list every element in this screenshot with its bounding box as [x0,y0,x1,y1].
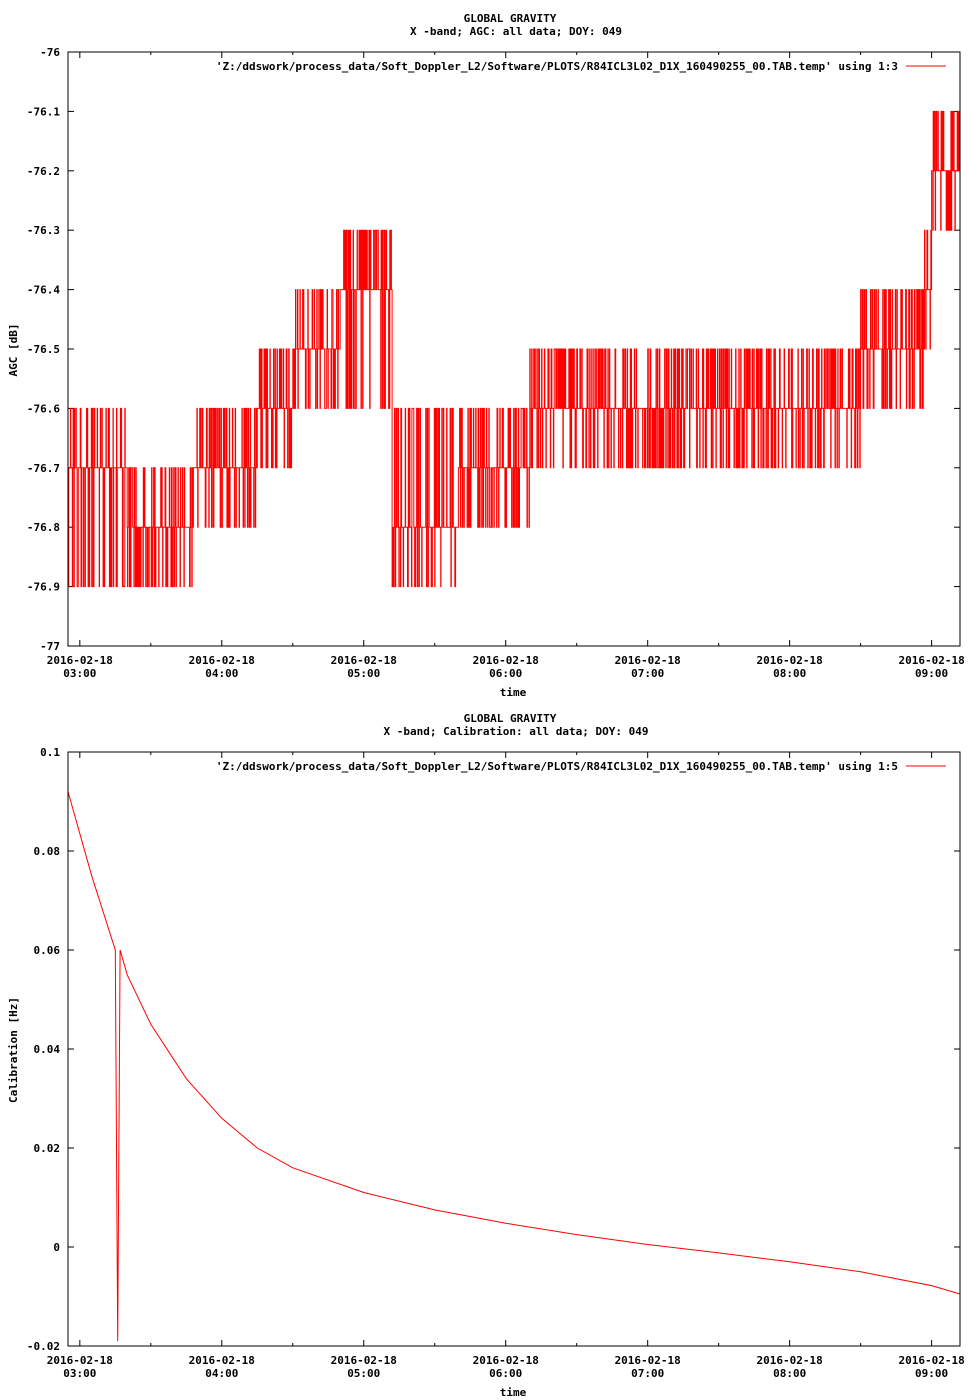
chart-agc-xtick-date: 2016-02-18 [189,654,255,667]
chart-cal-xtick-date: 2016-02-18 [473,1354,539,1367]
chart-agc-legend: 'Z:/ddswork/process_data/Soft_Doppler_L2… [216,60,946,73]
chart-agc-xtick-time: 09:00 [915,667,948,680]
chart-agc-xtick-time: 05:00 [347,667,380,680]
chart-agc-ytick-label: -76.7 [27,462,60,475]
chart-cal-xtick-date: 2016-02-18 [331,1354,397,1367]
chart-cal-ytick-label: 0 [53,1241,60,1254]
chart-cal-subtitle: X -band; Calibration: all data; DOY: 049 [384,725,649,738]
chart-cal-ytick-label: 0.02 [34,1142,61,1155]
chart-agc-ytick-label: -76.2 [27,165,60,178]
chart-calibration: GLOBAL GRAVITY X -band; Calibration: all… [7,712,965,1399]
chart-cal-xtick-date: 2016-02-18 [898,1354,964,1367]
chart-agc: GLOBAL GRAVITY X -band; AGC: all data; D… [7,12,965,699]
chart-agc-ytick-label: -76.9 [27,581,60,594]
chart-agc-ytick-label: -76 [40,46,60,59]
chart-agc-x-axis: 2016-02-1803:002016-02-1804:002016-02-18… [47,52,965,680]
chart-agc-ytick-label: -76.6 [27,402,60,415]
chart-cal-xlabel: time [500,1386,527,1399]
chart-agc-series-line [67,110,960,588]
chart-agc-frame [67,51,961,647]
chart-cal-xtick-time: 03:00 [63,1367,96,1380]
chart-cal-legend: 'Z:/ddswork/process_data/Soft_Doppler_L2… [216,760,946,773]
chart-agc-xtick-date: 2016-02-18 [615,654,681,667]
chart-agc-xtick-time: 08:00 [773,667,806,680]
chart-agc-xtick-time: 06:00 [489,667,522,680]
chart-agc-title: GLOBAL GRAVITY [464,12,557,25]
chart-agc-ytick-label: -76.3 [27,224,60,237]
chart-cal-xtick-time: 05:00 [347,1367,380,1380]
chart-cal-legend-label: 'Z:/ddswork/process_data/Soft_Doppler_L2… [216,760,898,773]
chart-cal-frame [67,751,961,1347]
chart-cal-y-axis: 0.1 0.08 0.06 0.04 0.02 0 -0.02 [27,746,960,1353]
chart-agc-ytick-label: -76.5 [27,343,60,356]
chart-agc-xtick-date: 2016-02-18 [757,654,823,667]
chart-agc-xtick-date: 2016-02-18 [898,654,964,667]
chart-cal-xtick-time: 06:00 [489,1367,522,1380]
chart-agc-ytick-label: -76.4 [27,284,60,297]
chart-cal-xtick-date: 2016-02-18 [615,1354,681,1367]
chart-cal-xtick-time: 04:00 [205,1367,238,1380]
chart-agc-xtick-time: 07:00 [631,667,664,680]
chart-agc-xtick-date: 2016-02-18 [47,654,113,667]
chart-cal-series-line [67,791,961,1342]
chart-agc-legend-label: 'Z:/ddswork/process_data/Soft_Doppler_L2… [216,60,898,73]
chart-agc-xtick-time: 03:00 [63,667,96,680]
chart-agc-xtick-date: 2016-02-18 [331,654,397,667]
chart-agc-y-axis: -76 -76.1 -76.2 -76.3 -76.4 -76.5 -76.6 -76.7 -7… [27,46,960,653]
chart-cal-title: GLOBAL GRAVITY [464,712,557,725]
chart-cal-ytick-label: 0.06 [34,944,61,957]
chart-cal-ytick-label: 0.04 [34,1043,61,1056]
chart-cal-xtick-time: 09:00 [915,1367,948,1380]
chart-agc-ytick-label: -76.1 [27,105,60,118]
chart-agc-subtitle: X -band; AGC: all data; DOY: 049 [410,25,622,38]
chart-cal-ytick-label: 0.1 [40,746,60,759]
chart-cal-series [67,791,961,1342]
chart-agc-ytick-label: -77 [40,640,60,653]
chart-cal-ytick-label: 0.08 [34,845,61,858]
chart-agc-series [67,110,960,588]
chart-agc-ylabel: AGC [dB] [7,324,20,377]
chart-cal-ytick-label: -0.02 [27,1340,60,1353]
chart-agc-ytick-label: -76.8 [27,521,60,534]
chart-cal-x-axis: 2016-02-1803:002016-02-1804:002016-02-18… [47,752,965,1380]
chart-cal-ylabel: Calibration [Hz] [7,997,20,1103]
chart-cal-xtick-date: 2016-02-18 [47,1354,113,1367]
chart-agc-xtick-time: 04:00 [205,667,238,680]
chart-agc-xtick-date: 2016-02-18 [473,654,539,667]
chart-cal-xtick-date: 2016-02-18 [757,1354,823,1367]
chart-cal-xtick-time: 08:00 [773,1367,806,1380]
chart-cal-xtick-time: 07:00 [631,1367,664,1380]
chart-cal-xtick-date: 2016-02-18 [189,1354,255,1367]
chart-agc-xlabel: time [500,686,527,699]
